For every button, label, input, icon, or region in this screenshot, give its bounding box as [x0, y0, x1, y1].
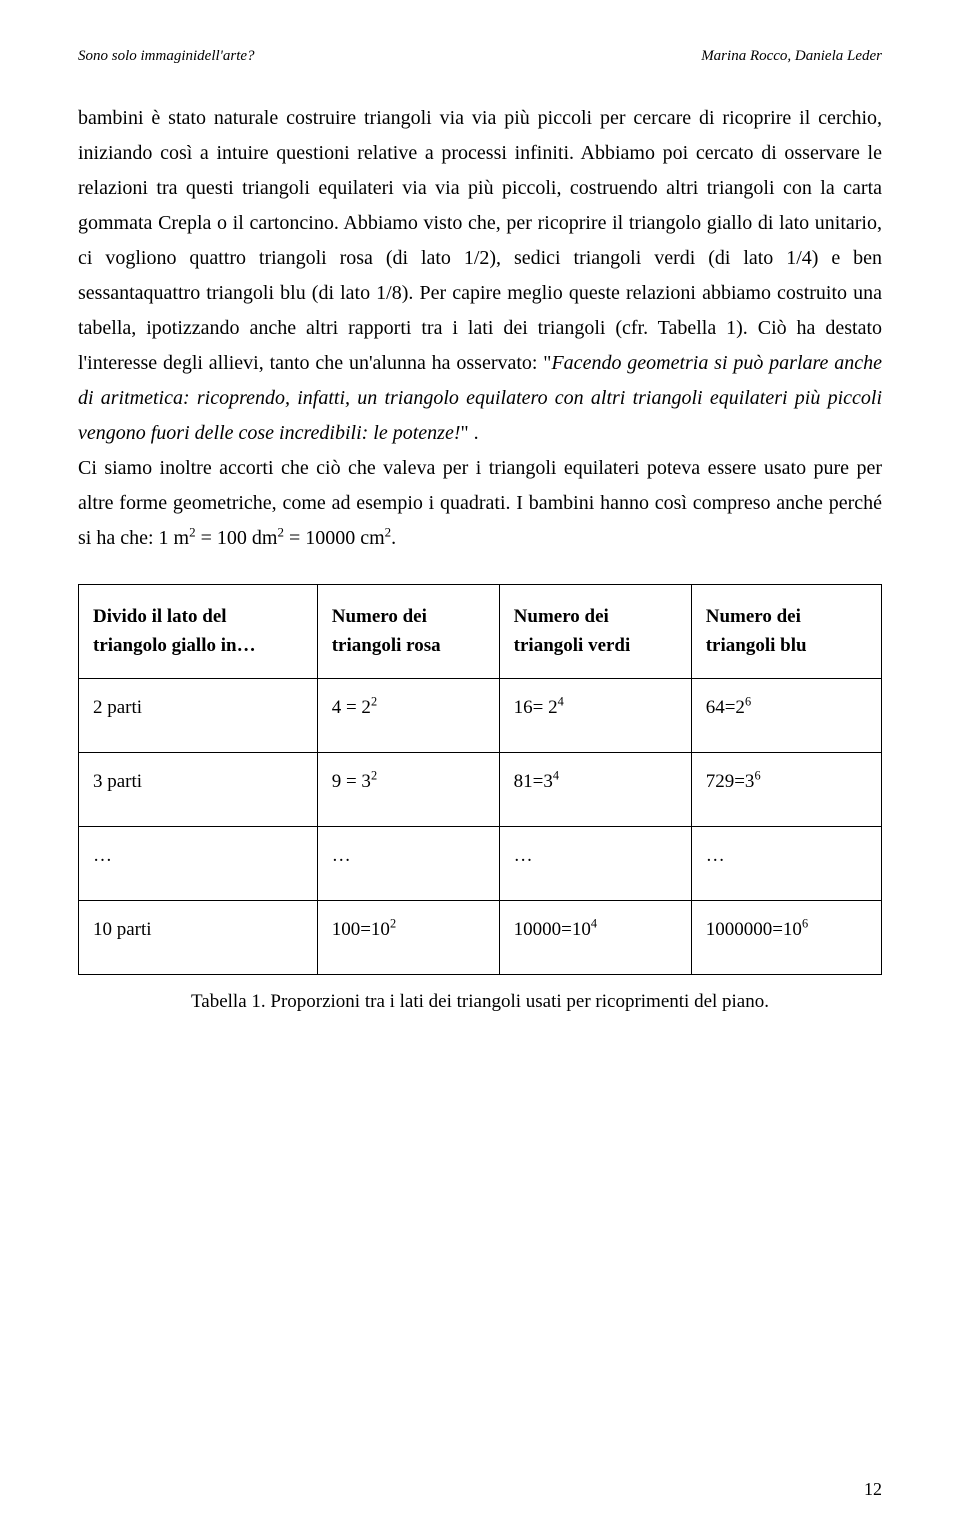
cell-val: … [514, 845, 533, 866]
triangle-table: Divido il lato del triangolo giallo in… … [78, 584, 882, 975]
cell: 1000000=106 [691, 901, 881, 975]
th-4: Numero dei triangoli blu [691, 585, 881, 679]
cell-sup: 4 [553, 769, 559, 783]
cell-val: 100=10 [332, 919, 390, 940]
cell-sup: 4 [558, 695, 564, 709]
header-left: Sono solo immaginidell'arte? [78, 48, 255, 65]
cell-val: 4 = 2 [332, 697, 371, 718]
page-header: Sono solo immaginidell'arte? Marina Rocc… [78, 48, 882, 65]
page-number: 12 [864, 1479, 882, 1500]
cell: 64=26 [691, 679, 881, 753]
th-1: Divido il lato del triangolo giallo in… [79, 585, 318, 679]
para-2-c: = 10000 cm [284, 527, 385, 549]
para-1-a: bambini è stato naturale costruire trian… [78, 107, 882, 374]
table-caption: Tabella 1. Proporzioni tra i lati dei tr… [78, 991, 882, 1013]
table-header-row: Divido il lato del triangolo giallo in… … [79, 585, 882, 679]
cell-sup: 2 [371, 769, 377, 783]
cell-val: 10000=10 [514, 919, 591, 940]
para-2-d: . [391, 527, 396, 549]
cell-val: 729=3 [706, 771, 755, 792]
cell-val: 16= 2 [514, 697, 558, 718]
cell: 10 parti [79, 901, 318, 975]
cell: 729=36 [691, 753, 881, 827]
para-1-c: " . [460, 422, 478, 444]
cell-sup: 6 [754, 769, 760, 783]
th-3: Numero dei triangoli verdi [499, 585, 691, 679]
th-2: Numero dei triangoli rosa [317, 585, 499, 679]
cell: … [317, 827, 499, 901]
table-row: 2 parti 4 = 22 16= 24 64=26 [79, 679, 882, 753]
cell-sup: 6 [802, 917, 808, 931]
para-2-b: = 100 dm [196, 527, 278, 549]
cell: … [79, 827, 318, 901]
cell: 16= 24 [499, 679, 691, 753]
cell: 3 parti [79, 753, 318, 827]
cell: 81=34 [499, 753, 691, 827]
cell-sup: 2 [390, 917, 396, 931]
cell: 10000=104 [499, 901, 691, 975]
cell-val: … [706, 845, 725, 866]
cell: 2 parti [79, 679, 318, 753]
cell-sup: 6 [745, 695, 751, 709]
header-right: Marina Rocco, Daniela Leder [701, 48, 882, 65]
table-row: … … … … [79, 827, 882, 901]
cell-val: 9 = 3 [332, 771, 371, 792]
cell-val: … [332, 845, 351, 866]
cell: 100=102 [317, 901, 499, 975]
cell-val: 1000000=10 [706, 919, 802, 940]
cell-val: 64=2 [706, 697, 745, 718]
cell-val: 81=3 [514, 771, 553, 792]
cell: … [691, 827, 881, 901]
cell: … [499, 827, 691, 901]
table-row: 3 parti 9 = 32 81=34 729=36 [79, 753, 882, 827]
cell-sup: 4 [591, 917, 597, 931]
cell: 9 = 32 [317, 753, 499, 827]
body-text: bambini è stato naturale costruire trian… [78, 101, 882, 556]
cell-sup: 2 [371, 695, 377, 709]
cell: 4 = 22 [317, 679, 499, 753]
table-row: 10 parti 100=102 10000=104 1000000=106 [79, 901, 882, 975]
